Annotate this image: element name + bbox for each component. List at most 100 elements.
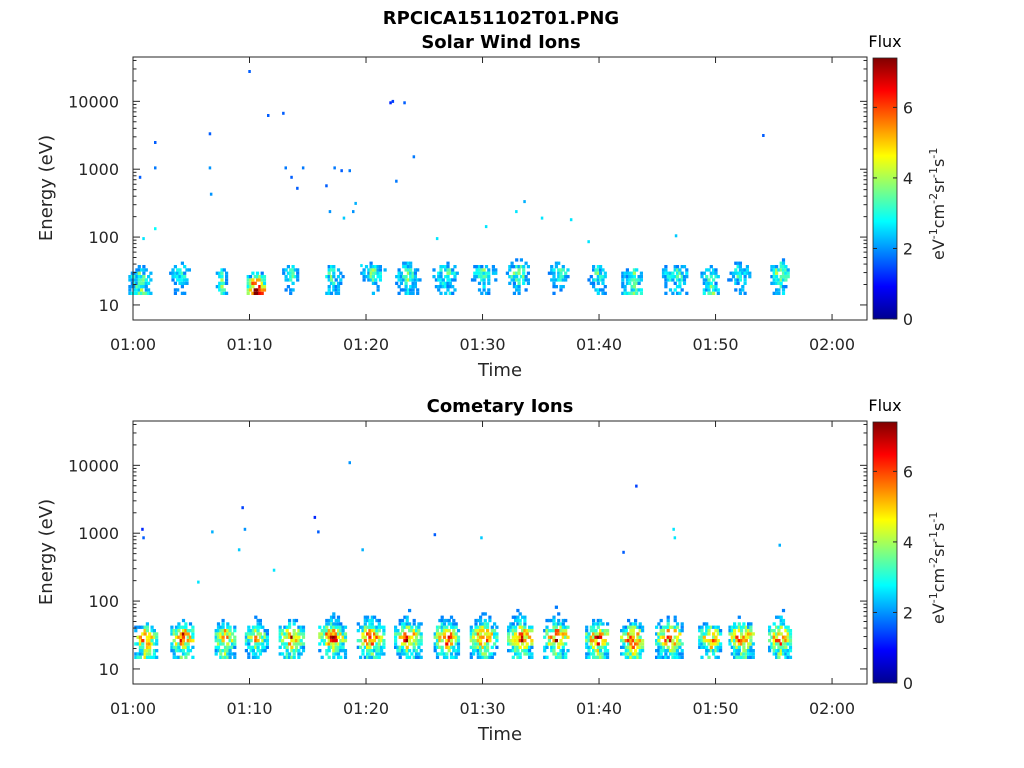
heatmap-cell <box>748 271 752 275</box>
heatmap-cell <box>262 278 267 282</box>
heatmap-cell <box>439 278 443 282</box>
heatmap-cell <box>152 652 156 656</box>
heatmap-cell <box>474 629 478 633</box>
heatmap-cell <box>740 635 744 639</box>
heatmap-cell <box>678 639 682 643</box>
heatmap-cell <box>374 271 378 275</box>
heatmap-cell <box>657 645 661 649</box>
heatmap-cell <box>327 645 331 649</box>
heatmap-cell <box>772 278 776 282</box>
heatmap-cell <box>181 632 186 636</box>
heatmap-cell <box>327 618 331 623</box>
heatmap-cell <box>144 268 148 272</box>
heatmap-cell <box>664 642 668 646</box>
heatmap-cell <box>332 645 336 649</box>
heatmap-cell <box>564 618 568 623</box>
heatmap-cell <box>417 645 421 649</box>
heatmap-cell <box>621 278 625 282</box>
heatmap-cell <box>509 649 513 653</box>
heatmap-cell <box>446 275 450 279</box>
heatmap-cell <box>438 635 442 639</box>
heatmap-cell <box>714 275 718 279</box>
heatmap-cell <box>603 632 607 636</box>
heatmap-cell <box>779 265 783 269</box>
heatmap-cell <box>413 275 417 279</box>
heatmap-cell <box>137 275 141 279</box>
heatmap-cell <box>641 639 645 643</box>
heatmap-cell <box>292 622 296 626</box>
heatmap-cell <box>737 615 741 619</box>
heatmap-cell <box>469 655 473 659</box>
heatmap-cell <box>343 649 348 653</box>
heatmap-cell <box>521 642 525 646</box>
heatmap-cell <box>483 612 487 616</box>
heatmap-cell <box>518 632 522 636</box>
heatmap-cell <box>680 622 684 626</box>
scatter-point <box>296 186 299 190</box>
heatmap-cell <box>673 268 677 272</box>
scatter-point <box>515 210 518 214</box>
heatmap-cell <box>664 278 668 282</box>
scatter-point <box>209 192 213 196</box>
heatmap-cell <box>781 649 786 653</box>
heatmap-cell <box>603 652 607 656</box>
heatmap-cell <box>744 639 748 643</box>
heatmap-cell <box>559 639 563 643</box>
heatmap-cell <box>481 625 485 629</box>
heatmap-cell <box>639 275 643 279</box>
heatmap-cell <box>599 622 603 626</box>
heatmap-cell <box>655 655 659 659</box>
heatmap-cell <box>483 645 487 649</box>
heatmap-cell <box>772 649 776 653</box>
heatmap-cell <box>559 275 563 279</box>
heatmap-cell <box>339 625 343 629</box>
heatmap-cell <box>634 649 638 653</box>
heatmap-cell <box>481 612 485 616</box>
heatmap-cell <box>373 629 377 633</box>
heatmap-cell <box>247 639 251 643</box>
heatmap-cell <box>530 652 534 656</box>
heatmap-cell <box>657 649 661 653</box>
heatmap-cell <box>675 639 680 643</box>
x-axis-label-solar-wind: Time <box>477 360 522 381</box>
heatmap-cell <box>140 291 144 295</box>
heatmap-cell <box>482 288 486 292</box>
heatmap-cell <box>191 645 195 649</box>
heatmap-cell <box>135 288 139 292</box>
heatmap-cell <box>334 622 338 626</box>
heatmap-cell <box>486 632 490 636</box>
heatmap-cell <box>628 275 632 279</box>
heatmap-cell <box>214 645 218 649</box>
heatmap-cell <box>634 618 638 623</box>
heatmap-cell <box>216 639 221 643</box>
heatmap-cell <box>216 629 221 633</box>
heatmap-cell <box>446 268 450 272</box>
heatmap-cell <box>709 275 713 279</box>
heatmap-cell <box>453 275 457 279</box>
heatmap-cell <box>402 265 406 269</box>
heatmap-cell <box>230 632 235 636</box>
unit-ev: eV <box>929 239 948 260</box>
heatmap-cell <box>487 271 491 275</box>
heatmap-cell <box>664 639 668 643</box>
heatmap-cell <box>777 625 781 629</box>
heatmap-cell <box>138 652 142 656</box>
heatmap-cell <box>786 642 790 646</box>
heatmap-cell <box>516 615 520 619</box>
heatmap-cell <box>152 655 156 659</box>
heatmap-cell <box>525 629 529 633</box>
heatmap-cell <box>325 618 329 623</box>
heatmap-cell <box>332 622 336 626</box>
heatmap-cell <box>145 655 149 659</box>
heatmap-cell <box>620 652 624 656</box>
scatter-point <box>313 515 317 519</box>
heatmap-cell <box>596 288 600 292</box>
heatmap-cell <box>444 285 448 289</box>
heatmap-cell <box>419 655 423 659</box>
heatmap-cell <box>675 622 680 626</box>
heatmap-cell <box>410 629 414 633</box>
heatmap-cell <box>664 291 668 295</box>
heatmap-cell <box>601 622 605 626</box>
heatmap-cell <box>185 268 189 272</box>
heatmap-cell <box>214 649 218 653</box>
